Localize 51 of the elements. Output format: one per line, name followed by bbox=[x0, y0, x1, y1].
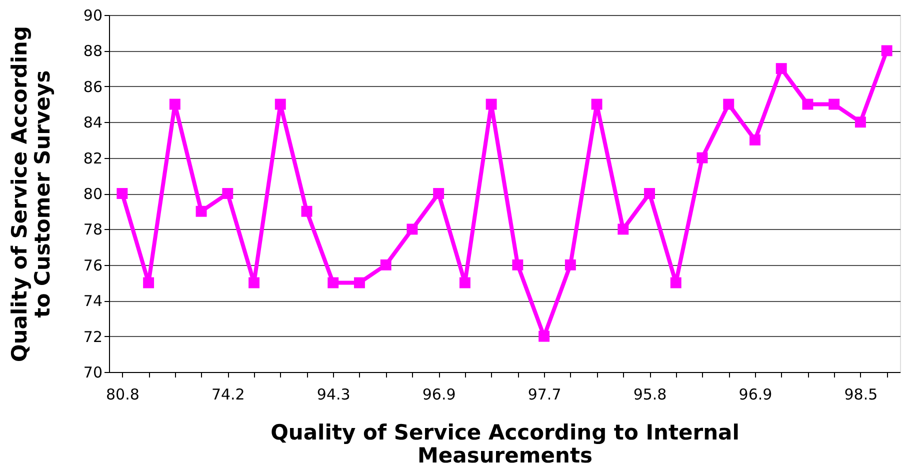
point bbox=[854, 116, 866, 128]
point bbox=[538, 330, 550, 342]
point bbox=[644, 188, 655, 199]
point bbox=[169, 98, 180, 110]
point bbox=[116, 188, 128, 199]
point bbox=[248, 277, 260, 288]
x-tick-label: 95.8 bbox=[633, 386, 667, 404]
point bbox=[802, 98, 814, 110]
point bbox=[143, 277, 154, 288]
y-tick-label: 70 bbox=[83, 364, 102, 382]
y-tick-label: 82 bbox=[83, 149, 102, 168]
y-tick-label: 90 bbox=[83, 6, 102, 24]
x-tick-label: 94.3 bbox=[316, 386, 350, 404]
point bbox=[196, 206, 207, 217]
point bbox=[776, 63, 787, 74]
y-tick-label: 88 bbox=[83, 42, 102, 60]
point bbox=[459, 277, 470, 288]
y-tick-label: 80 bbox=[83, 185, 102, 203]
point bbox=[564, 259, 576, 270]
point bbox=[696, 152, 708, 164]
x-tick-label: 96.9 bbox=[422, 386, 456, 404]
x-axis-title: Quality of Service According to Internal Measurements bbox=[270, 420, 740, 468]
y-axis-title: Quality of Service According to Customer Surveys bbox=[7, 26, 54, 362]
y-tick-label: 74 bbox=[83, 292, 102, 310]
point bbox=[274, 98, 286, 110]
y-tick-label: 72 bbox=[83, 328, 102, 346]
x-tick-label: 97.7 bbox=[528, 386, 562, 404]
y-tick-label: 84 bbox=[83, 114, 102, 132]
point bbox=[328, 277, 339, 288]
point bbox=[512, 259, 524, 270]
point bbox=[670, 277, 682, 288]
y-tick-label: 78 bbox=[83, 220, 102, 239]
x-tick-label: 74.2 bbox=[211, 386, 245, 404]
point bbox=[618, 224, 629, 235]
point bbox=[828, 98, 840, 110]
point bbox=[354, 277, 365, 288]
point bbox=[433, 188, 444, 199]
point bbox=[723, 98, 734, 110]
y-tick-label: 86 bbox=[83, 78, 102, 96]
x-tick-label: 80.8 bbox=[106, 386, 140, 404]
point bbox=[301, 206, 312, 217]
x-tick-label: 96.9 bbox=[738, 386, 772, 404]
x-tick-label: 98.5 bbox=[844, 386, 878, 404]
point bbox=[750, 134, 760, 146]
point bbox=[380, 259, 392, 270]
point bbox=[222, 188, 234, 199]
point bbox=[881, 45, 892, 56]
y-tick-label: 76 bbox=[83, 256, 102, 274]
point bbox=[591, 98, 602, 110]
point bbox=[486, 98, 497, 110]
point bbox=[406, 224, 418, 235]
